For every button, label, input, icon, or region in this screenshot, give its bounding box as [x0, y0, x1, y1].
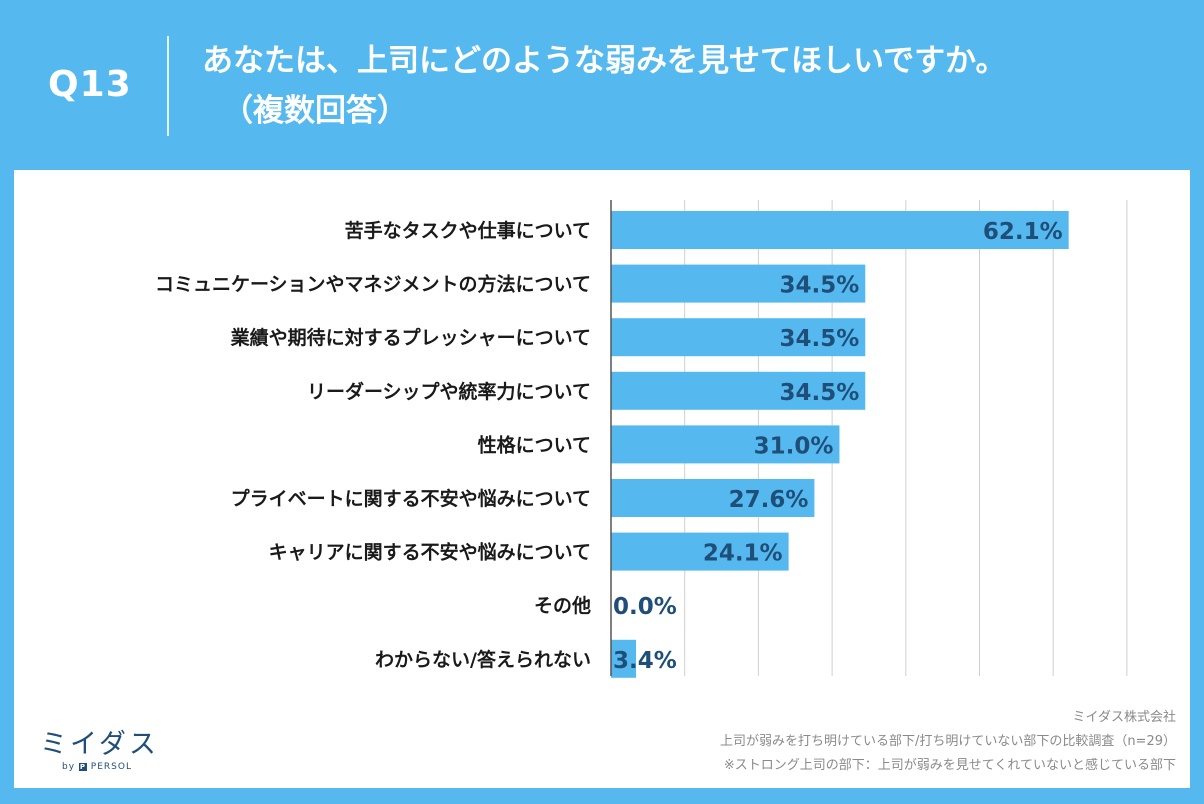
- data-label: 62.1%: [983, 219, 1063, 245]
- bar: [611, 371, 866, 410]
- chart-panel: [14, 170, 1190, 788]
- category-label: キャリアに関する不安や悩みについて: [269, 541, 591, 564]
- category-label: 性格について: [478, 433, 591, 456]
- data-label: 3.4%: [613, 648, 677, 674]
- category-label: その他: [534, 594, 591, 617]
- category-label: リーダーシップや統率力について: [307, 380, 591, 403]
- data-label: 0.0%: [613, 594, 677, 620]
- persol-mark-icon: P: [78, 762, 87, 771]
- category-label: わからない/答えられない: [375, 648, 591, 671]
- bar: [611, 264, 866, 303]
- bar: [611, 318, 866, 357]
- logo-name: ミイダス: [40, 729, 159, 760]
- data-label: 27.6%: [729, 487, 809, 513]
- miidas-logo: ミイダス by P PERSOL: [40, 729, 159, 773]
- title-line2: （複数回答）: [222, 93, 408, 129]
- logo-persol: PERSOL: [90, 762, 132, 772]
- data-label: 24.1%: [703, 541, 783, 567]
- source-survey: 上司が弱みを打ち明けている部下/打ち明けていない部下の比較調査（n=29）: [719, 734, 1176, 749]
- category-label: プライベートに関する不安や悩みについて: [231, 487, 591, 510]
- bar: [611, 479, 815, 517]
- title-line1: あなたは、上司にどのような弱みを見せてほしいですか。: [202, 43, 1007, 79]
- logo-sub: by P PERSOL: [62, 762, 159, 772]
- category-label: コミュニケーションやマネジメントの方法について: [155, 273, 591, 296]
- logo-by: by: [62, 762, 76, 772]
- data-label: 31.0%: [754, 433, 834, 459]
- question-title: あなたは、上司にどのような弱みを見せてほしいですか。 （複数回答）: [202, 36, 1162, 136]
- question-number: Q13: [48, 64, 132, 105]
- category-label: 苦手なタスクや仕事について: [345, 219, 591, 242]
- bar: [611, 211, 1069, 249]
- data-label: 34.5%: [779, 380, 859, 406]
- bar: [611, 425, 840, 464]
- bar: [611, 639, 637, 678]
- header-divider: [167, 36, 169, 136]
- data-label: 34.5%: [779, 273, 859, 299]
- header: Q13 あなたは、上司にどのような弱みを見せてほしいですか。 （複数回答）: [0, 0, 1204, 168]
- bar: [611, 532, 789, 571]
- data-label: 34.5%: [779, 326, 859, 352]
- source-company: ミイダス株式会社: [1072, 710, 1176, 725]
- category-label: 業績や期待に対するプレッシャーについて: [230, 326, 591, 349]
- source-note: ※ストロング上司の部下：上司が弱みを見せてくれていないと感じている部下: [723, 758, 1176, 773]
